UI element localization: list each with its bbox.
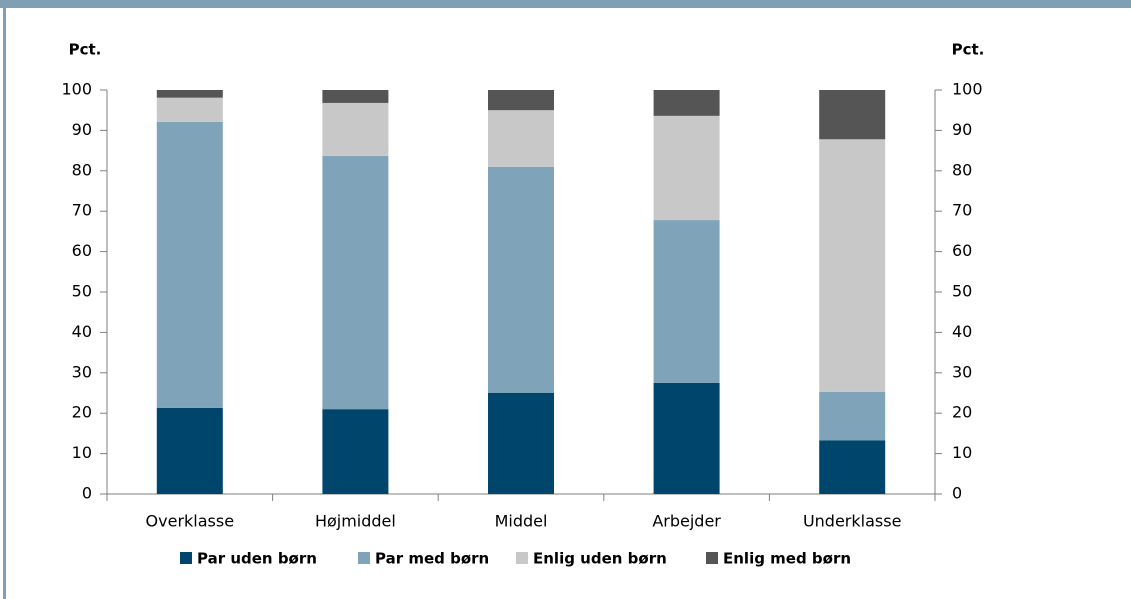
legend-label: Enlig uden børn bbox=[533, 550, 667, 568]
y2-tick-label: 10 bbox=[952, 443, 972, 462]
x-tick-label: Arbejder bbox=[652, 512, 721, 531]
legend-swatch bbox=[706, 552, 718, 564]
bar-segment bbox=[322, 102, 389, 156]
y-tick-label: 20 bbox=[72, 403, 92, 422]
y-tick-label: 0 bbox=[82, 484, 92, 503]
legend-label: Par med børn bbox=[375, 550, 489, 568]
y2-tick-label: 60 bbox=[952, 241, 972, 260]
bar-segment bbox=[653, 220, 720, 383]
x-tick-label: Højmiddel bbox=[315, 512, 396, 531]
bar-segment bbox=[322, 155, 389, 410]
y2-tick-label: 50 bbox=[952, 282, 972, 301]
y2-tick-label: 80 bbox=[952, 160, 972, 179]
bar-segment bbox=[322, 409, 389, 494]
bar-segment bbox=[488, 393, 554, 494]
y-tick-label: 60 bbox=[72, 241, 92, 260]
y-tick-label: 10 bbox=[72, 443, 92, 462]
x-tick-label: Middel bbox=[495, 512, 548, 531]
y-tick-label: 50 bbox=[72, 282, 92, 301]
y-axis-label: Pct. bbox=[69, 41, 102, 59]
x-tick-label: Overklasse bbox=[146, 512, 235, 531]
y-tick-label: 40 bbox=[72, 322, 92, 341]
bar-segment bbox=[156, 97, 223, 122]
y2-tick-label: 40 bbox=[952, 322, 972, 341]
bar-segment bbox=[819, 90, 886, 140]
bar-segment bbox=[653, 90, 720, 116]
bar-segment bbox=[819, 139, 886, 392]
bar-segment bbox=[488, 110, 554, 167]
bar-segment bbox=[488, 90, 554, 111]
legend-swatch bbox=[516, 552, 528, 564]
left-border bbox=[3, 0, 6, 599]
legend-swatch bbox=[180, 552, 192, 564]
legend-label: Par uden børn bbox=[197, 550, 317, 568]
y-tick-label: 90 bbox=[72, 120, 92, 139]
bar-segment bbox=[322, 90, 389, 103]
legend-label: Enlig med børn bbox=[723, 550, 851, 568]
y2-tick-label: 30 bbox=[952, 362, 972, 381]
y2-tick-label: 90 bbox=[952, 120, 972, 139]
legend-swatch bbox=[358, 552, 370, 564]
y-tick-label: 30 bbox=[72, 362, 92, 381]
y2-axis-label: Pct. bbox=[952, 41, 985, 59]
bar-segment bbox=[156, 121, 223, 408]
y-tick-label: 70 bbox=[72, 201, 92, 220]
y2-tick-label: 100 bbox=[952, 80, 983, 99]
bar-segment bbox=[819, 440, 886, 494]
y2-tick-label: 0 bbox=[952, 484, 962, 503]
y-tick-label: 100 bbox=[61, 80, 92, 99]
bar-segment bbox=[653, 115, 720, 221]
y2-tick-label: 20 bbox=[952, 403, 972, 422]
bar-segment bbox=[819, 391, 886, 441]
bar-segment bbox=[653, 382, 720, 494]
y-tick-label: 80 bbox=[72, 160, 92, 179]
bar-segment bbox=[156, 407, 223, 494]
y2-tick-label: 70 bbox=[952, 201, 972, 220]
top-band bbox=[0, 0, 1131, 8]
bar-segment bbox=[156, 90, 223, 98]
bar-segment bbox=[488, 166, 554, 393]
x-tick-label: Underklasse bbox=[803, 512, 901, 531]
